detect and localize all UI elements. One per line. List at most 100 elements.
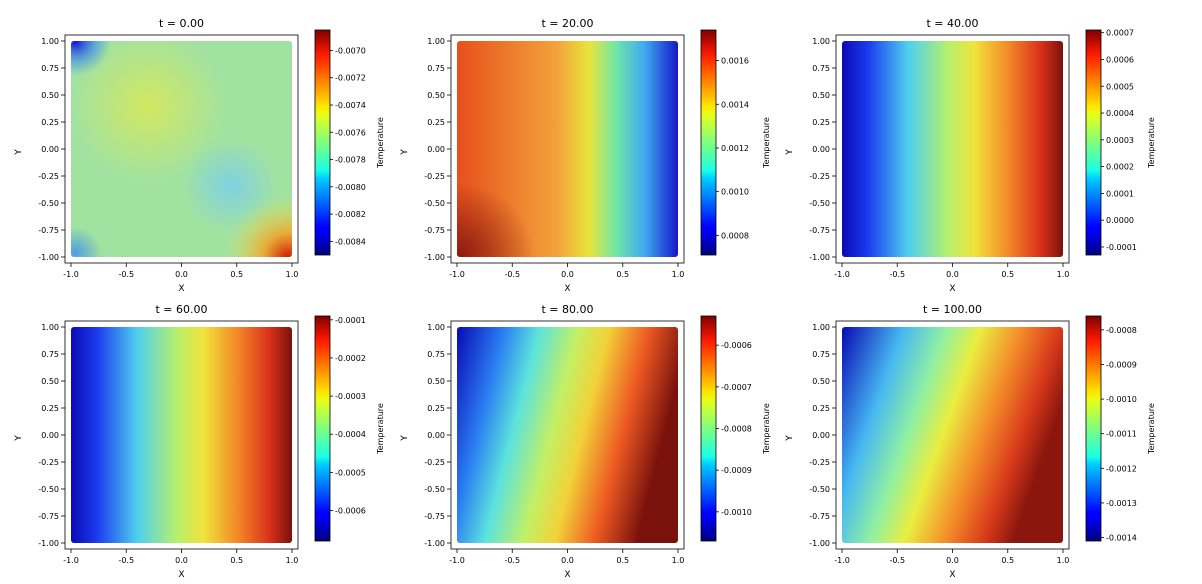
colorbar-tick-label: -0.0007: [721, 383, 752, 392]
colorbar-tick-label: -0.0012: [1106, 464, 1137, 473]
colorbar-tick-label: -0.0013: [1106, 499, 1137, 508]
field-base: [842, 327, 1063, 543]
x-tick-label: 0.0: [946, 556, 959, 565]
colorbar-tick-label: -0.0080: [335, 183, 366, 192]
x-tick-label: -1.0: [63, 270, 79, 279]
heatmap-field: [71, 327, 292, 543]
y-tick-label: 0.75: [41, 64, 59, 73]
x-tick-label: 1.0: [286, 556, 299, 565]
subplot-t2000: t = 20.00 -1.0 -0.5 0.0 0.5 1.0 1.00 0.75 0.50 0.…: [400, 17, 771, 294]
x-tick-label: 0.5: [230, 270, 243, 279]
subplot-title: t = 100.00: [923, 303, 982, 316]
x-tick-label: 1.0: [672, 270, 685, 279]
x-tick-label: 1.0: [1057, 556, 1070, 565]
colorbar-tick-label: -0.0082: [335, 210, 366, 219]
y-tick-label: -0.25: [424, 172, 445, 181]
colorbar-tick-label: -0.0004: [335, 430, 366, 439]
y-tick-label: -0.75: [809, 226, 830, 235]
field-corner-low: [71, 41, 292, 257]
y-tick-label: -0.25: [424, 458, 445, 467]
y-tick-label: 0.50: [41, 91, 59, 100]
x-tick-label: -1.0: [449, 556, 465, 565]
y-tick-label: -1.00: [809, 253, 830, 262]
colorbar-tick-label: 0.0001: [1106, 189, 1134, 198]
colorbar: -0.0001 -0.0002 -0.0003 -0.0004 -0.0005 -0.00…: [314, 315, 385, 542]
y-tick-label: 0.25: [812, 404, 830, 413]
y-axis-label: Y: [785, 435, 795, 442]
y-tick-label: 1.00: [427, 323, 445, 332]
y-tick-label: -0.50: [809, 485, 830, 494]
y-tick-label: -0.50: [38, 485, 59, 494]
x-axis-label: X: [564, 570, 570, 580]
colorbar-tick-label: 0.0000: [1106, 216, 1134, 225]
subplot-t8000: t = 80.00 -1.0 -0.5 0.0 0.5 1.0 1.00 0.75 0.50 0.…: [400, 303, 771, 580]
y-tick-label: 0.50: [41, 377, 59, 386]
y-tick-label: -0.25: [809, 172, 830, 181]
y-tick-label: 0.25: [41, 118, 59, 127]
x-tick-label: -1.0: [834, 556, 850, 565]
colorbar-gradient: [1085, 29, 1102, 256]
y-tick-label: -1.00: [809, 539, 830, 548]
colorbar-tick-label: -0.0076: [335, 128, 366, 137]
x-axis-label: X: [949, 570, 955, 580]
field-base: [457, 327, 678, 543]
subplot-t000: t = 0.00 -1.0 -0.5 0.0 0.5 1.0 1.00 0.75 0.50 0.2…: [14, 17, 385, 294]
field-corner-max: [457, 41, 678, 257]
colorbar-tick-label: -0.0008: [721, 425, 752, 434]
y-tick-label: 0.75: [812, 350, 830, 359]
colorbar-tick-label: 0.0016: [721, 57, 749, 66]
y-tick-label: -0.50: [424, 199, 445, 208]
y-axis-label: Y: [785, 149, 795, 156]
x-tick-label: -0.5: [118, 270, 134, 279]
y-tick-label: -0.25: [38, 172, 59, 181]
colorbar-tick-label: 0.0006: [1106, 55, 1134, 64]
colorbar-tick-label: -0.0002: [335, 354, 366, 363]
subplot-title: t = 0.00: [159, 17, 204, 30]
colorbar: -0.0070 -0.0072 -0.0074 -0.0076 -0.0078 -0.00…: [314, 29, 385, 256]
y-tick-label: -0.75: [38, 226, 59, 235]
colorbar-tick-label: -0.0008: [1106, 326, 1137, 335]
y-tick-label: 0.00: [812, 431, 830, 440]
colorbar: 0.0016 0.0014 0.0012 0.0010 0.0008 Temperatur…: [700, 29, 771, 256]
heatmap-field: [457, 327, 678, 543]
colorbar-gradient: [314, 29, 331, 256]
y-tick-label: -0.50: [38, 199, 59, 208]
heatmap-field: [842, 41, 1063, 257]
y-tick-label: 0.75: [427, 350, 445, 359]
colorbar-tick-label: 0.0005: [1106, 82, 1134, 91]
colorbar-gradient: [1085, 315, 1102, 542]
x-tick-label: 0.0: [946, 270, 959, 279]
colorbar-tick-label: -0.0078: [335, 156, 366, 165]
colorbar-tick-label: -0.0001: [1106, 243, 1137, 252]
y-tick-label: 0.00: [427, 431, 445, 440]
colorbar-tick-label: -0.0072: [335, 74, 366, 83]
x-tick-label: 0.0: [561, 270, 574, 279]
x-tick-label: 1.0: [1057, 270, 1070, 279]
y-tick-label: 0.75: [812, 64, 830, 73]
subplot-title: t = 40.00: [926, 17, 978, 30]
x-tick-label: 0.0: [561, 556, 574, 565]
colorbar-tick-label: 0.0003: [1106, 136, 1134, 145]
x-axis-label: X: [564, 284, 570, 294]
y-tick-label: 0.25: [41, 404, 59, 413]
y-tick-label: 0.50: [812, 377, 830, 386]
colorbar-label: Temperature: [762, 403, 771, 455]
y-tick-label: 0.25: [427, 404, 445, 413]
y-tick-label: 0.00: [812, 145, 830, 154]
x-axis-label: X: [178, 570, 184, 580]
y-tick-label: 0.75: [427, 64, 445, 73]
x-tick-label: -0.5: [889, 556, 905, 565]
colorbar-tick-label: -0.0084: [335, 237, 366, 246]
colorbar-tick-label: -0.0006: [721, 341, 752, 350]
y-tick-label: -0.50: [809, 199, 830, 208]
y-tick-label: -1.00: [38, 253, 59, 262]
colorbar-tick-label: -0.0011: [1106, 430, 1137, 439]
x-tick-label: 1.0: [286, 270, 299, 279]
colorbar-tick-label: -0.0070: [335, 46, 366, 55]
y-tick-label: -0.75: [424, 226, 445, 235]
colorbar-label: Temperature: [376, 117, 385, 169]
field-layers: [842, 41, 1063, 257]
x-tick-label: 0.0: [175, 270, 188, 279]
y-tick-label: 1.00: [812, 37, 830, 46]
field-layers: [457, 327, 678, 543]
